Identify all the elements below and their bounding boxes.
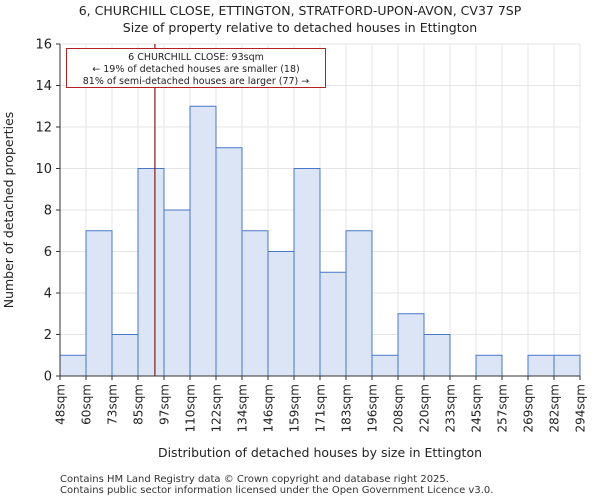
x-tick-label: 233sqm [444, 384, 458, 432]
x-tick-label: 97sqm [158, 384, 172, 425]
x-tick-label: 171sqm [314, 384, 328, 432]
y-tick-label: 8 [44, 204, 52, 219]
x-tick-label: 245sqm [470, 384, 484, 432]
y-tick-label: 6 [44, 245, 52, 260]
y-tick-label: 0 [44, 370, 52, 385]
annotation-line1: 6 CHURCHILL CLOSE: 93sqm [128, 52, 264, 63]
x-tick-label: 294sqm [574, 384, 588, 432]
x-tick-label: 183sqm [340, 384, 354, 432]
footer-line1: Contains HM Land Registry data © Crown c… [60, 474, 449, 485]
histogram-bar [293, 168, 321, 377]
x-tick-label: 48sqm [54, 384, 68, 425]
histogram-bar [553, 354, 581, 377]
histogram-bar [527, 354, 555, 377]
property-annotation-box: 6 CHURCHILL CLOSE: 93sqm ← 19% of detach… [66, 48, 326, 88]
x-tick-label: 85sqm [132, 384, 146, 425]
histogram-bar [241, 230, 269, 377]
histogram-bar [423, 334, 451, 377]
x-tick-label: 269sqm [522, 384, 536, 432]
annotation-line2: ← 19% of detached houses are smaller (18… [92, 64, 300, 75]
histogram-bar [111, 334, 139, 377]
x-tick-label: 220sqm [418, 384, 432, 432]
x-axis-label: Distribution of detached houses by size … [158, 445, 482, 460]
x-tick-label: 134sqm [236, 384, 250, 432]
histogram-bar [397, 313, 425, 377]
histogram-bar [319, 271, 347, 377]
x-tick-label: 159sqm [288, 384, 302, 432]
x-tick-label: 146sqm [262, 384, 276, 432]
histogram-bar [267, 251, 295, 377]
x-tick-label: 110sqm [184, 384, 198, 432]
x-tick-label: 122sqm [210, 384, 224, 432]
y-tick-label: 4 [44, 287, 52, 302]
histogram-bar [189, 105, 217, 377]
y-tick-label: 10 [35, 162, 52, 177]
y-axis-label: Number of detached properties [1, 112, 16, 309]
x-tick-label: 208sqm [392, 384, 406, 432]
histogram-bar [137, 168, 165, 377]
y-tick-label: 2 [44, 328, 52, 343]
histogram-bar [215, 147, 243, 377]
annotation-line3: 81% of semi-detached houses are larger (… [82, 76, 310, 87]
y-tick-label: 14 [35, 79, 52, 94]
y-tick-label: 12 [35, 121, 52, 136]
chart-title-line1: 6, CHURCHILL CLOSE, ETTINGTON, STRATFORD… [78, 3, 522, 18]
histogram-bar [163, 209, 191, 377]
histogram-bar [59, 354, 87, 377]
histogram-bar [85, 230, 113, 377]
x-tick-label: 282sqm [548, 384, 562, 432]
footer-line2: Contains public sector information licen… [60, 485, 494, 496]
histogram-bar [345, 230, 373, 377]
y-tick-label: 16 [35, 38, 52, 53]
histogram-bar [371, 354, 399, 377]
x-tick-label: 60sqm [80, 384, 94, 425]
x-tick-label: 196sqm [366, 384, 380, 432]
x-tick-label: 257sqm [496, 384, 510, 432]
histogram-bar [475, 354, 503, 377]
x-tick-label: 73sqm [106, 384, 120, 425]
chart-title-line2: Size of property relative to detached ho… [122, 20, 478, 35]
